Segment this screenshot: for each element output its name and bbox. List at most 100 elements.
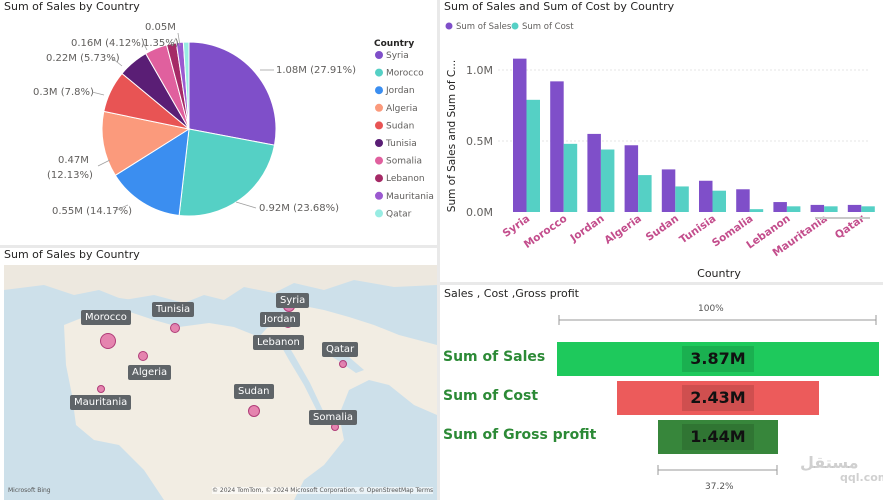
map-bubble-tunisia[interactable] bbox=[170, 323, 180, 333]
pie-leader-line bbox=[177, 32, 181, 47]
map-copyright: © 2024 TomTom, © 2024 Microsoft Corporat… bbox=[212, 487, 434, 494]
bar-cost-tunisia[interactable] bbox=[712, 190, 727, 212]
map-label-sudan: Sudan bbox=[234, 384, 274, 399]
map-land-europe bbox=[4, 265, 437, 303]
bar-legend-item[interactable]: Sum of Cost bbox=[522, 22, 574, 32]
pie-legend-item-lebanon[interactable]: Lebanon bbox=[386, 174, 425, 184]
bar-cost-jordan[interactable] bbox=[600, 149, 615, 212]
bar-x-tick-label: Sudan bbox=[644, 213, 681, 244]
bar-x-tick-label: Algeria bbox=[602, 213, 643, 247]
bar-chart-panel: Sum of Sales and Sum of Cost by Country … bbox=[440, 0, 883, 282]
bar-sales-somalia[interactable] bbox=[736, 189, 750, 212]
pie-legend-item-syria[interactable]: Syria bbox=[386, 51, 409, 61]
pie-data-label: 0.16M (4.12%) bbox=[71, 38, 145, 49]
pie-slice-morocco[interactable] bbox=[178, 128, 276, 217]
pie-data-label: 1.35%) bbox=[143, 38, 179, 49]
pie-legend-marker bbox=[375, 103, 383, 112]
map-bubble-mauritania[interactable] bbox=[97, 385, 105, 393]
bar-sales-qatar[interactable] bbox=[847, 204, 862, 212]
funnel-bottom-percent: 37.2% bbox=[705, 482, 734, 492]
bar-cost-mauritania[interactable] bbox=[824, 206, 838, 212]
bar-cost-algeria[interactable] bbox=[638, 175, 652, 212]
funnel-title: Sales , Cost ,Gross profit bbox=[444, 287, 579, 300]
bar-y-axis-label: Sum of Sales and Sum of C... bbox=[446, 60, 458, 212]
pie-leader-line bbox=[111, 57, 123, 67]
funnel-top-percent: 100% bbox=[698, 304, 724, 314]
bar-sales-sudan[interactable] bbox=[661, 169, 676, 212]
map-label-morocco: Morocco bbox=[81, 310, 131, 325]
pie-slice-algeria[interactable] bbox=[101, 110, 191, 177]
funnel-bar-0[interactable] bbox=[557, 342, 879, 376]
map-label-syria: Syria bbox=[276, 293, 310, 308]
bar-x-tick-label: Syria bbox=[501, 213, 533, 240]
map-water-redsea bbox=[276, 335, 326, 417]
map-area[interactable]: Morocco Tunisia Syria Jordan Lebanon Qatar Alg… bbox=[4, 265, 437, 500]
map-label-tunisia: Tunisia bbox=[152, 302, 195, 317]
pie-data-label: 0.92M (23.68%) bbox=[259, 203, 339, 214]
pie-leader-line bbox=[171, 37, 177, 47]
pie-leader-line bbox=[91, 91, 105, 96]
bar-y-tick-label: 0.5M bbox=[466, 135, 493, 148]
bar-y-tick-label: 0.0M bbox=[466, 206, 493, 219]
pie-chart-panel: Sum of Sales by Country 1.08M (27.91%) 0.… bbox=[0, 0, 437, 245]
bar-legend-item[interactable]: Sum of Sales bbox=[456, 22, 512, 32]
map-land bbox=[4, 265, 437, 500]
pie-slice-jordan[interactable] bbox=[114, 128, 190, 216]
map-label-lebanon: Lebanon bbox=[253, 335, 304, 350]
bar-cost-qatar[interactable] bbox=[861, 206, 875, 212]
pie-legend-item-algeria[interactable]: Algeria bbox=[386, 104, 418, 114]
pie-legend-marker bbox=[375, 139, 383, 147]
bar-sales-morocco[interactable] bbox=[550, 81, 564, 212]
pie-leader-line bbox=[143, 43, 148, 51]
pie-legend-item-mauritania[interactable]: Mauritania bbox=[386, 192, 434, 202]
funnel-bracket-top bbox=[558, 315, 877, 475]
bar-sales-tunisia[interactable] bbox=[699, 180, 713, 212]
pie-leader-line bbox=[235, 201, 257, 209]
pie-leader-line bbox=[97, 159, 111, 167]
pie-legend-marker bbox=[375, 121, 383, 130]
map-label-mauritania: Mauritania bbox=[70, 395, 132, 410]
pie-data-label: 1.08M (27.91%) bbox=[276, 65, 356, 76]
bar-cost-morocco[interactable] bbox=[563, 143, 578, 212]
pie-slice-syria[interactable] bbox=[188, 41, 277, 146]
bar-legend-marker bbox=[445, 22, 453, 30]
funnel-value-2: 1.44M bbox=[682, 424, 754, 450]
pie-legend-item-jordan[interactable]: Jordan bbox=[385, 86, 415, 96]
bar-sales-jordan[interactable] bbox=[587, 133, 601, 212]
bar-x-tick-label: Qatar bbox=[833, 212, 868, 241]
bar-sales-mauritania[interactable] bbox=[810, 204, 825, 212]
funnel-bar-1[interactable] bbox=[616, 381, 820, 415]
watermark: مستقل bbox=[800, 453, 859, 472]
bar-cost-sudan[interactable] bbox=[675, 186, 689, 212]
pie-legend-item-tunisia[interactable]: Tunisia bbox=[385, 139, 417, 149]
bar-cost-lebanon[interactable] bbox=[786, 206, 801, 212]
pie-legend-item-somalia[interactable]: Somalia bbox=[386, 157, 422, 167]
pie-legend-item-qatar[interactable]: Qatar bbox=[386, 209, 412, 219]
pie-legend-title: Country bbox=[374, 39, 414, 49]
pie-legend-item-morocco[interactable]: Morocco bbox=[386, 69, 424, 79]
bar-sales-algeria[interactable] bbox=[624, 145, 639, 212]
map-bubble-morocco[interactable] bbox=[100, 333, 116, 349]
map-bubble-qatar[interactable] bbox=[339, 360, 347, 368]
bar-cost-somalia[interactable] bbox=[749, 209, 764, 212]
map-panel: Sum of Sales by Country Morocco Tunisia Sy… bbox=[0, 248, 437, 500]
map-label-somalia: Somalia bbox=[309, 410, 358, 425]
bar-sales-lebanon[interactable] bbox=[773, 202, 787, 212]
bar-sales-syria[interactable] bbox=[513, 58, 527, 212]
pie-data-label: 0.3M (7.8%) bbox=[33, 87, 94, 98]
map-bubble-algeria[interactable] bbox=[138, 351, 148, 361]
bar-cost-syria[interactable] bbox=[526, 99, 541, 212]
funnel-bar-2[interactable] bbox=[658, 420, 778, 454]
pie-legend-marker bbox=[375, 51, 383, 59]
funnel-panel: Sales , Cost ,Gross profit 100% 37.2% 3.… bbox=[440, 285, 883, 500]
map-bubble-sudan[interactable] bbox=[248, 405, 260, 417]
pie-data-label: 0.22M (5.73%) bbox=[46, 53, 120, 64]
pie-data-label: (12.13%) bbox=[47, 170, 93, 181]
funnel-category-label-0: Sum of Sales bbox=[443, 349, 546, 365]
pie-legend-marker bbox=[375, 68, 383, 77]
pie-slice-qatar[interactable] bbox=[182, 41, 190, 130]
bing-logo: Microsoft Bing bbox=[8, 487, 51, 494]
funnel-value-1: 2.43M bbox=[682, 385, 754, 411]
map-label-qatar: Qatar bbox=[322, 342, 359, 357]
pie-legend-item-sudan[interactable]: Sudan bbox=[386, 121, 414, 131]
